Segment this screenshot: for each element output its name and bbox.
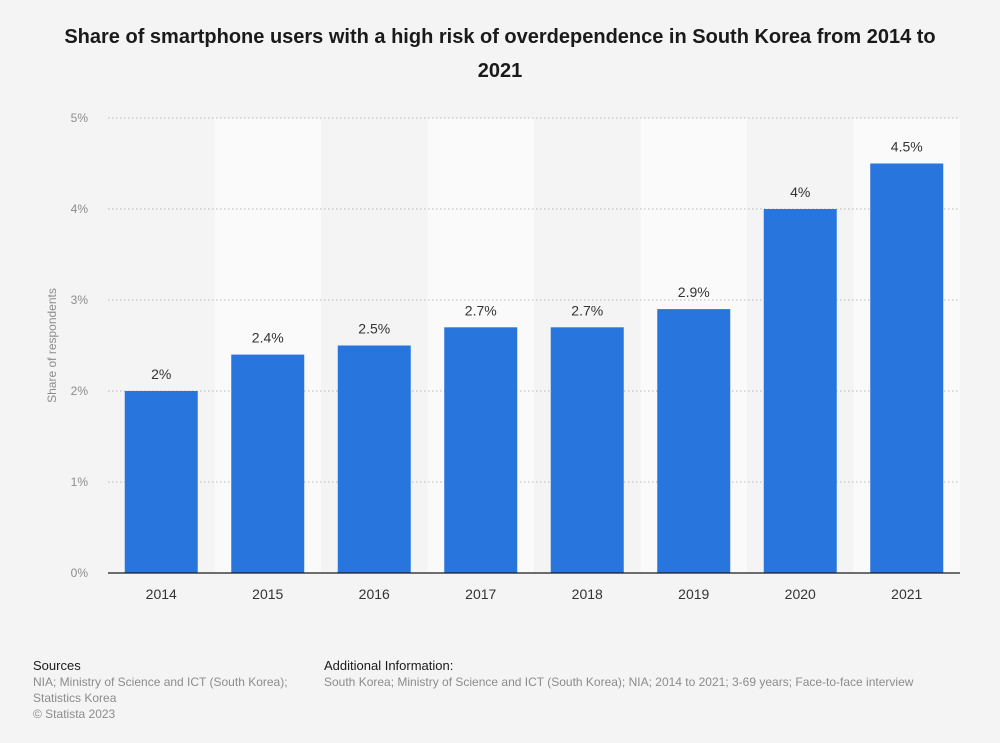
data-labels: 2% 2.4% 2.5% 2.7% 2.7% 2.9% 4% 4.5%: [151, 139, 923, 383]
sources-line-1: NIA; Ministry of Science and ICT (South …: [33, 675, 288, 689]
y-tick-label: 3%: [71, 293, 89, 307]
y-axis-label: Share of respondents: [45, 288, 59, 403]
bar-chart: 0% 1% 2% 3% 4% 5% 2% 2.4% 2.5% 2.7% 2.7% 2.9% 4% 4.5…: [45, 111, 960, 602]
x-tick-label-2018: 2018: [572, 586, 603, 602]
y-tick-label: 2%: [71, 384, 89, 398]
x-tick-label-2019: 2019: [678, 586, 709, 602]
additional-info-block: Additional Information: South Korea; Min…: [324, 658, 984, 690]
x-tick-label-2016: 2016: [359, 586, 390, 602]
sources-heading: Sources: [33, 658, 81, 673]
bar-2016: [337, 345, 411, 573]
additional-info-text: South Korea; Ministry of Science and ICT…: [324, 675, 914, 689]
x-tick-label-2017: 2017: [465, 586, 496, 602]
chart-title: Share of smartphone users with a high ri…: [64, 26, 936, 82]
data-label-2014: 2%: [151, 366, 171, 382]
data-label-2019: 2.9%: [678, 284, 710, 300]
data-label-2021: 4.5%: [891, 139, 923, 155]
y-tick-label: 4%: [71, 202, 89, 216]
sources-line-2: Statistics Korea: [33, 691, 117, 705]
x-tick-label-2021: 2021: [891, 586, 922, 602]
bar-2019: [657, 309, 731, 573]
y-axis-ticks: 0% 1% 2% 3% 4% 5%: [71, 111, 89, 580]
y-tick-label: 5%: [71, 111, 89, 125]
x-tick-label-2014: 2014: [146, 586, 177, 602]
sources-block: Sources NIA; Ministry of Science and ICT…: [33, 658, 323, 722]
bars: [124, 163, 944, 573]
y-tick-label: 1%: [71, 475, 89, 489]
bar-2020: [763, 209, 837, 573]
y-tick-label: 0%: [71, 566, 89, 580]
x-axis-ticks: 2014 2015 2016 2017 2018 2019 2020 2021: [146, 586, 923, 602]
x-tick-label-2020: 2020: [785, 586, 816, 602]
x-tick-label-2015: 2015: [252, 586, 283, 602]
bar-2021: [870, 163, 944, 573]
bar-2014: [124, 391, 198, 573]
data-label-2018: 2.7%: [571, 302, 603, 318]
copyright: © Statista 2023: [33, 707, 116, 721]
additional-info-heading: Additional Information:: [324, 658, 454, 673]
bar-2015: [231, 354, 305, 573]
data-label-2015: 2.4%: [252, 330, 284, 346]
bar-2018: [550, 327, 624, 573]
data-label-2020: 4%: [790, 184, 810, 200]
data-label-2016: 2.5%: [358, 321, 390, 337]
bar-2017: [444, 327, 518, 573]
data-label-2017: 2.7%: [465, 302, 497, 318]
